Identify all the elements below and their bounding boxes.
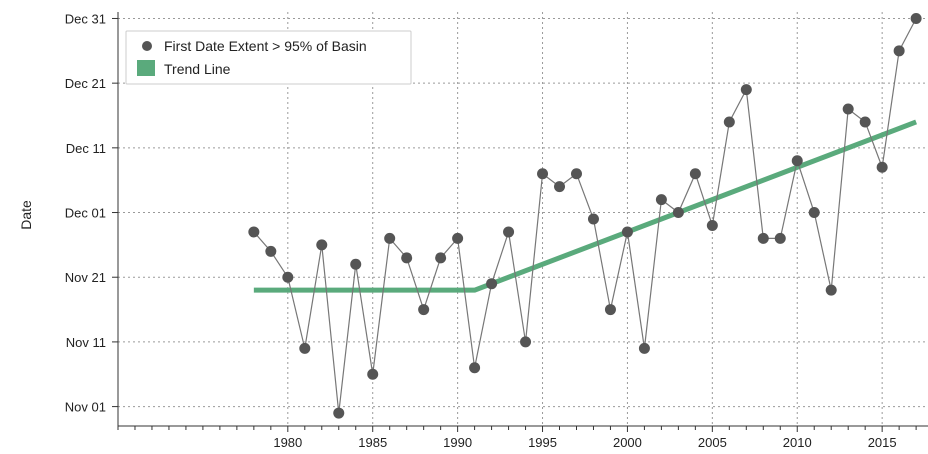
legend-marker-trend [137,60,155,76]
data-point [401,252,413,264]
data-point [316,239,328,251]
data-point [808,207,820,219]
data-point [350,258,362,270]
data-point [554,181,566,193]
axes: Nov 01 Nov 11 Nov 21 Dec 01 Dec 11 Dec 21 Dec … [65,11,928,450]
data-point [825,284,837,296]
y-tick-label: Nov 21 [65,270,106,285]
x-tick-label: 1995 [528,435,557,450]
y-axis-title: Date [18,200,34,230]
data-point [520,336,532,348]
y-tick-label: Dec 01 [65,206,106,221]
data-point [757,232,769,244]
data-point [299,342,311,354]
y-tick-label: Nov 11 [66,335,106,350]
data-point [604,304,616,316]
legend-label-trend: Trend Line [164,61,231,77]
series-line [253,18,917,414]
data-point [893,45,905,57]
x-tick-label: 1990 [443,435,472,450]
data-point [587,213,599,225]
legend-marker-points [142,41,152,51]
data-point [791,155,803,167]
data-point [367,368,379,380]
data-point [248,226,260,238]
data-point [435,252,447,264]
data-point [638,342,650,354]
data-point [672,207,684,219]
x-tick-label: 1980 [273,435,302,450]
data-point [503,226,515,238]
data-point [621,226,633,238]
data-point [706,219,718,231]
data-point [282,271,294,283]
y-tick-label: Nov 01 [65,400,106,415]
data-point [570,168,582,180]
x-tick-label: 2005 [698,435,727,450]
data-point [740,84,752,96]
legend-box [125,30,412,85]
data-point [689,168,701,180]
series-layer [248,12,922,419]
data-point [859,116,871,128]
data-point [486,278,498,290]
data-point [333,407,345,419]
data-point [469,362,481,374]
data-point [265,245,277,257]
trend-line [253,119,918,293]
x-tick-label: 2010 [783,435,812,450]
data-point [384,232,396,244]
legend: First Date Extent > 95% of Basin Trend L… [125,30,412,85]
y-tick-label: Dec 21 [65,76,106,91]
data-point [842,103,854,115]
legend-label-points: First Date Extent > 95% of Basin [164,38,367,54]
x-tick-label: 2015 [868,435,897,450]
y-tick-label: Dec 11 [66,141,106,156]
data-point [537,168,549,180]
data-point [910,12,922,24]
x-tick-label: 1985 [358,435,387,450]
x-tick-label: 2000 [613,435,642,450]
data-point [655,194,667,206]
y-tick-label: Dec 31 [65,11,106,26]
data-point [876,161,888,173]
data-point [774,232,786,244]
data-point [723,116,735,128]
data-point [452,232,464,244]
trend-layer [253,119,918,293]
data-point [418,304,430,316]
